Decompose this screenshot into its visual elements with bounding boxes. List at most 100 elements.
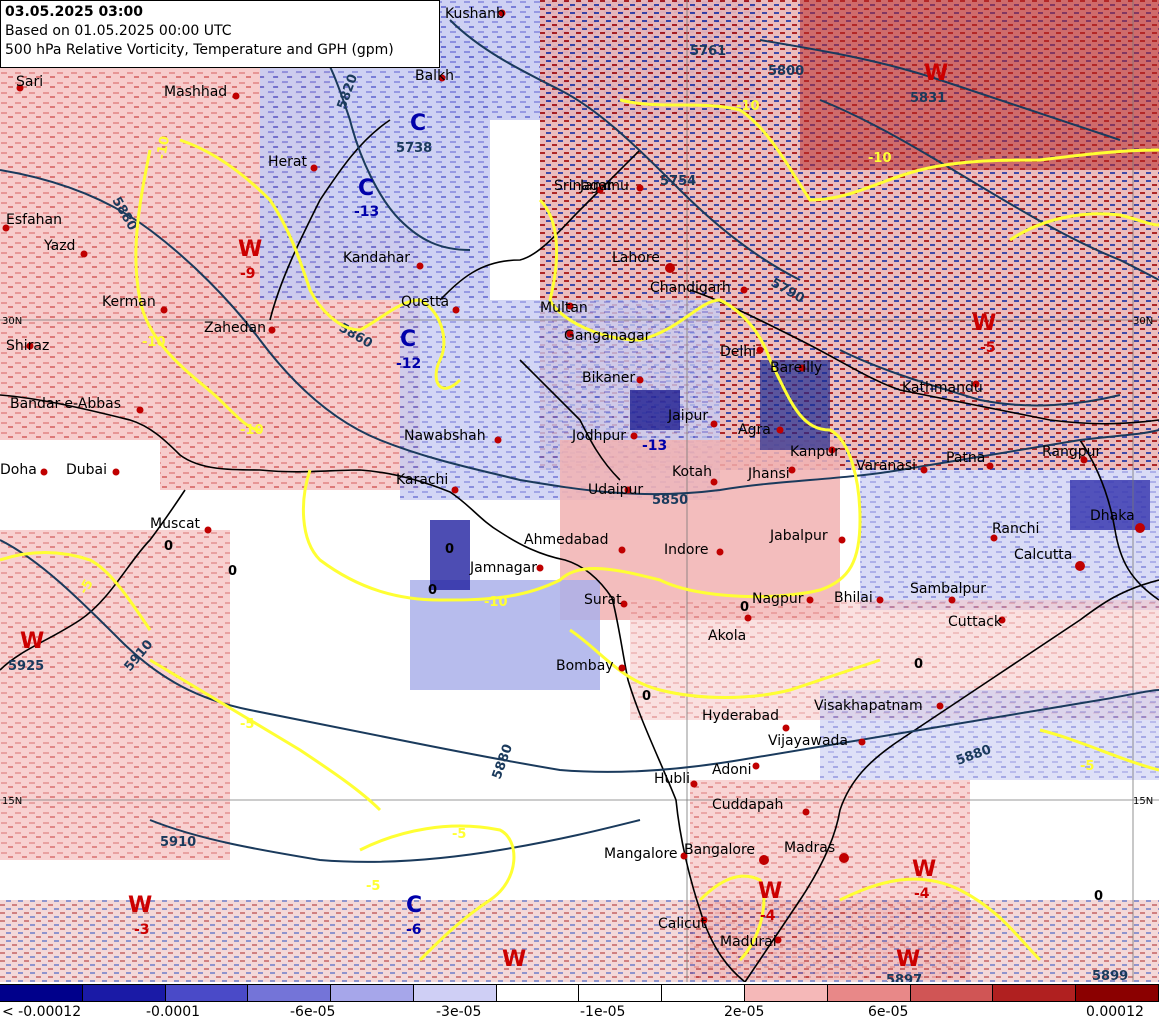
- colorbar-swatch: [993, 985, 1077, 1001]
- warm-center-marker: W -3: [128, 893, 152, 938]
- city-label: Nagpur: [752, 591, 804, 607]
- city-label: Srinagar: [554, 178, 613, 194]
- city-marker: Madras: [784, 840, 849, 863]
- colorbar-swatch: [1076, 985, 1159, 1001]
- city-label: Ganganagar: [564, 328, 651, 344]
- city-label: Mangalore: [604, 846, 678, 862]
- colorbar-swatch: [413, 985, 497, 1001]
- colorbar-swatch: [827, 985, 911, 1001]
- city-label: Nawabshah: [404, 428, 486, 444]
- height-label: 5897: [886, 973, 922, 982]
- based-on: Based on 01.05.2025 00:00 UTC: [5, 23, 232, 39]
- city-label: Quetta: [401, 294, 449, 310]
- city-label: Udaipur: [588, 482, 643, 498]
- city-label: Herat: [268, 154, 307, 170]
- cold-center-marker: C5738: [410, 111, 426, 136]
- city-marker: Herat: [268, 154, 318, 172]
- center-letter: W: [20, 629, 44, 654]
- vorticity-map: 30N 15N 30N 15N 5820 5738: [0, 0, 1159, 982]
- center-letter: C: [400, 327, 416, 352]
- city-label: Calcutta: [1014, 547, 1072, 563]
- city-label: Bareilly: [770, 360, 822, 376]
- city-marker: Bombay: [556, 658, 626, 674]
- temp-label: -5: [76, 577, 96, 597]
- city-marker: Nawabshah: [404, 428, 502, 444]
- colorbar-label: -0.0001: [146, 1004, 201, 1020]
- city-marker: Balkh: [415, 68, 454, 84]
- city-marker: Mangalore: [604, 846, 688, 862]
- city-label: Hubli: [654, 771, 690, 787]
- temp-label: -5: [240, 717, 254, 732]
- center-letter: W: [912, 857, 936, 882]
- product-title: 500 hPa Relative Vorticity, Temperature …: [5, 42, 394, 58]
- lat-lon-grid: [0, 0, 1159, 982]
- temperature-contours: [0, 98, 1159, 962]
- city-marker: Bandar-e-Abbas: [10, 396, 144, 414]
- city-label: Jabalpur: [769, 528, 828, 544]
- lat-30n-label-right: 30N: [1133, 316, 1153, 327]
- city-label: Kandahar: [343, 250, 410, 266]
- city-marker: Chandigarh: [650, 280, 748, 296]
- colorbar-swatches: [0, 984, 1159, 1002]
- city-marker: Kathmandu: [902, 380, 983, 396]
- temp-label: -5: [452, 827, 466, 842]
- city-label: Delhi: [720, 344, 756, 360]
- center-value: -12: [396, 356, 421, 372]
- colorbar-swatch: [165, 985, 249, 1001]
- city-marker: Doha: [0, 462, 48, 478]
- colorbar-swatch: [82, 985, 166, 1001]
- city-marker: Bikaner: [582, 370, 644, 386]
- center-value: -9: [240, 266, 256, 282]
- city-marker: Visakhapatnam: [814, 698, 944, 714]
- colorbar-label: 2e-05: [724, 1004, 765, 1020]
- city-label: Sambalpur: [910, 581, 986, 597]
- city-label: Ahmedabad: [524, 532, 609, 548]
- temp-label: -10: [736, 99, 760, 114]
- center-letter: C: [406, 893, 422, 918]
- height-label: 5738: [396, 141, 432, 156]
- city-marker: Surat: [584, 592, 628, 608]
- city-marker: Madurai: [720, 934, 782, 950]
- city-marker: Karachi: [396, 472, 459, 494]
- city-label: Lahore: [612, 250, 660, 266]
- city-label: Akola: [708, 628, 746, 644]
- valid-time: 03.05.2025 03:00: [5, 4, 144, 20]
- city-marker: Dubai: [66, 462, 120, 478]
- city-marker: Yazd: [43, 238, 88, 258]
- city-label: Cuddapah: [712, 797, 783, 813]
- city-label: Muscat: [150, 516, 201, 532]
- center-letter: W: [896, 947, 920, 972]
- colorbar-label: -1e-05: [580, 1004, 626, 1020]
- city-label: Kerman: [102, 294, 156, 310]
- center-letter: W: [758, 879, 782, 904]
- city-marker: Ahmedabad: [524, 532, 626, 554]
- city-label: Doha: [0, 462, 37, 478]
- center-letter: W: [238, 237, 262, 262]
- city-label: Kotah: [672, 464, 712, 480]
- city-label: Shiraz: [6, 338, 49, 354]
- temp-label: 0: [445, 542, 454, 557]
- city-markers: Kushanb Sari Mashhad Balkh Herat Esfahan…: [0, 6, 1145, 950]
- city-label: Surat: [584, 592, 622, 608]
- colorbar-label: -6e-05: [290, 1004, 336, 1020]
- city-marker: Sari: [16, 74, 43, 92]
- temp-label: 0: [1094, 889, 1103, 904]
- cold-center-marker: C -13: [354, 176, 379, 220]
- city-marker: Udaipur: [588, 482, 643, 498]
- center-letter: C: [358, 176, 374, 201]
- city-label: Varanasi: [856, 458, 916, 474]
- colorbar-swatch: [662, 985, 746, 1001]
- height-label: 5761: [690, 44, 726, 59]
- city-label: Dubai: [66, 462, 107, 478]
- city-marker: Vijayawada: [768, 733, 866, 749]
- center-value: -6: [406, 922, 422, 938]
- colorbar-swatch: [331, 985, 414, 1001]
- city-label: Dhaka: [1090, 508, 1135, 524]
- city-label: Karachi: [396, 472, 448, 488]
- temp-label: 0: [428, 583, 437, 598]
- city-marker: Jabalpur: [769, 528, 846, 544]
- city-marker: Agra: [738, 422, 784, 438]
- center-letter: W: [128, 893, 152, 918]
- city-marker: Dhaka: [1090, 508, 1145, 533]
- city-label: Madras: [784, 840, 835, 856]
